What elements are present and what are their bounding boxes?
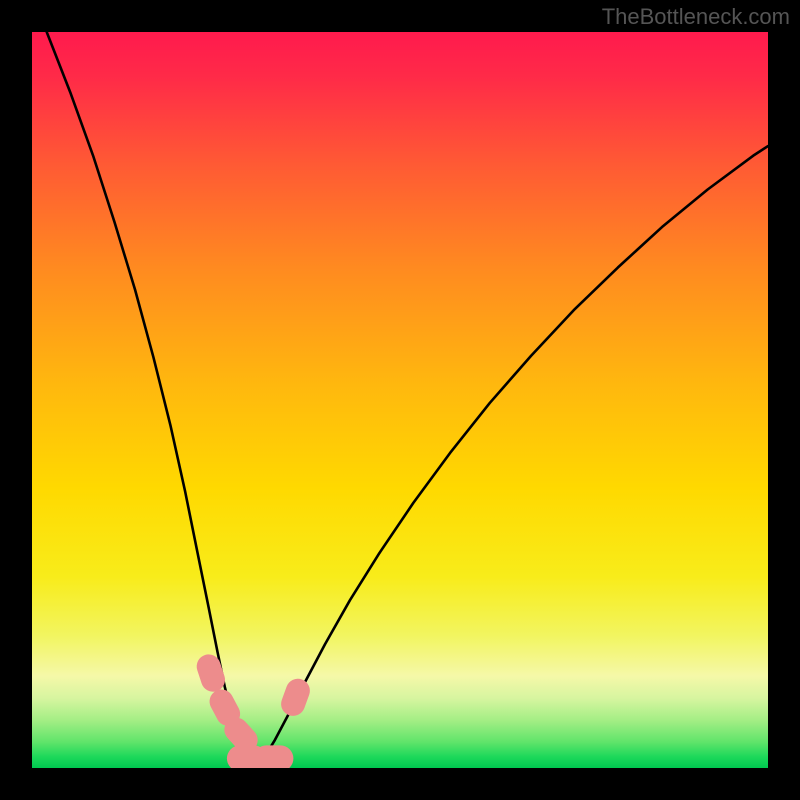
curve-marker bbox=[253, 745, 293, 771]
gradient-plot-area bbox=[32, 32, 768, 768]
watermark-text: TheBottleneck.com bbox=[602, 4, 790, 30]
bottleneck-chart bbox=[0, 0, 800, 800]
